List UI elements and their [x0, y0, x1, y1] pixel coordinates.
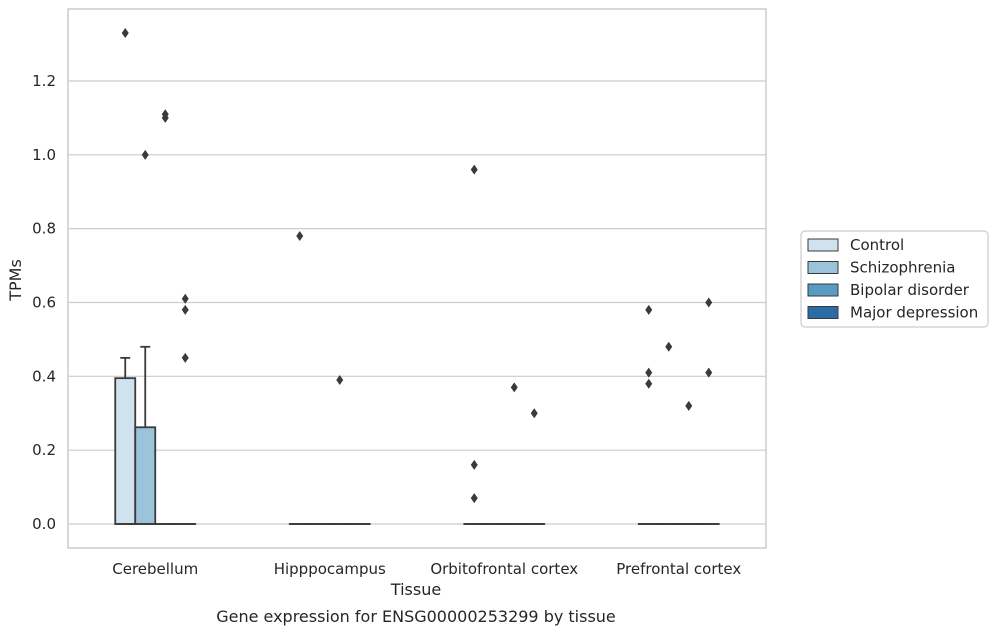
- y-tick-label: 1.2: [32, 72, 56, 90]
- outlier-points: [122, 28, 713, 503]
- y-tick-label: 0.0: [32, 515, 56, 533]
- x-axis-label: Tissue: [390, 580, 441, 599]
- outlier-point: [511, 382, 518, 392]
- box: [135, 427, 155, 524]
- y-tick-label: 1.0: [32, 146, 56, 164]
- outlier-point: [182, 353, 189, 363]
- outlier-point: [296, 231, 303, 241]
- outlier-point: [471, 493, 478, 503]
- legend-swatch: [808, 307, 838, 319]
- legend-label: Control: [850, 236, 904, 254]
- y-tick-label: 0.4: [32, 367, 56, 385]
- outlier-point: [471, 460, 478, 470]
- outlier-point: [122, 28, 129, 38]
- legend-label: Schizophrenia: [850, 259, 955, 277]
- y-tick-label: 0.2: [32, 441, 56, 459]
- outlier-point: [471, 165, 478, 175]
- legend-label: Bipolar disorder: [850, 281, 970, 299]
- box-plots: [115, 347, 719, 524]
- box: [115, 378, 135, 524]
- outlier-point: [705, 297, 712, 307]
- outlier-point: [665, 342, 672, 352]
- outlier-point: [645, 379, 652, 389]
- outlier-point: [685, 401, 692, 411]
- x-tick-label: Prefrontal cortex: [616, 560, 741, 578]
- x-tick-label: Hipppocampus: [274, 560, 386, 578]
- x-tick-label: Cerebellum: [112, 560, 198, 578]
- y-axis-label: TPMs: [6, 259, 25, 302]
- outlier-point: [182, 305, 189, 315]
- outlier-point: [531, 408, 538, 418]
- y-tick-label: 0.6: [32, 293, 56, 311]
- x-tick-labels: Cerebellum Hipppocampus Orbitofrontal cort…: [112, 560, 741, 578]
- legend-swatch: [808, 284, 838, 296]
- y-tick-labels: 0.0 0.2 0.4 0.6 0.8 1.0 1.2: [32, 72, 56, 533]
- legend: Control Schizophrenia Bipolar disorder Majo…: [801, 231, 988, 327]
- legend-swatch: [808, 262, 838, 274]
- grid-lines: [68, 81, 766, 524]
- outlier-point: [142, 150, 149, 160]
- y-tick-label: 0.8: [32, 220, 56, 238]
- legend-swatch: [808, 239, 838, 251]
- outlier-point: [645, 305, 652, 315]
- chart-caption: Gene expression for ENSG00000253299 by t…: [216, 607, 616, 626]
- x-tick-label: Orbitofrontal cortex: [430, 560, 578, 578]
- legend-label: Major depression: [850, 304, 978, 322]
- plot-frame: [68, 9, 766, 548]
